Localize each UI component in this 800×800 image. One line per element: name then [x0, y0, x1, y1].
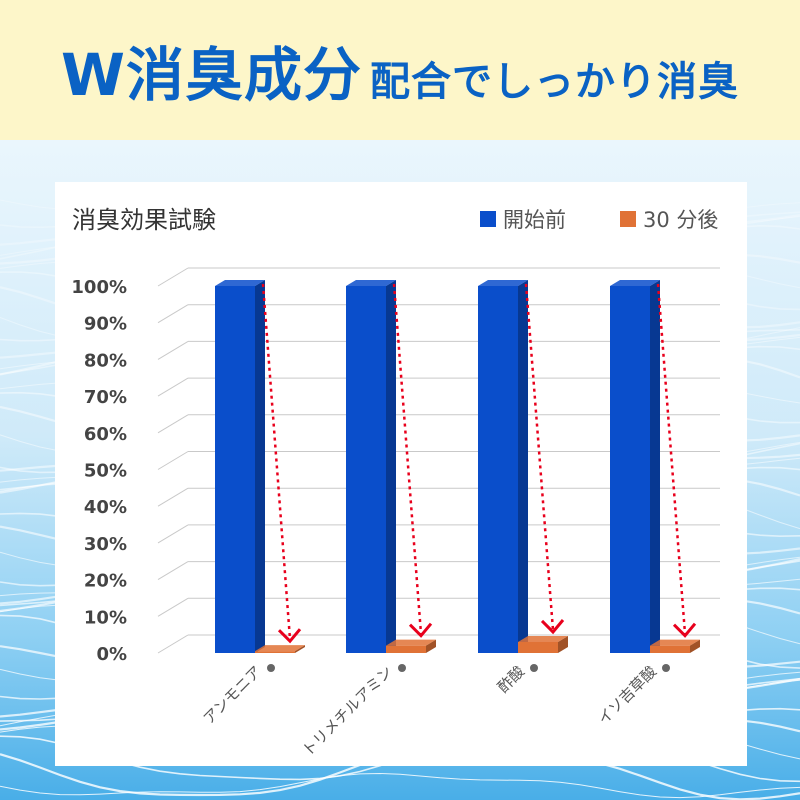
- bar-front: [386, 645, 426, 653]
- decrease-arrow-line: [524, 283, 555, 631]
- bar-front: [478, 286, 518, 653]
- y-tick-label: 100%: [71, 277, 127, 298]
- y-tick-label: 0%: [96, 644, 127, 665]
- bar-after: [518, 635, 568, 653]
- x-category-dot: [662, 664, 670, 672]
- header-banner: W消臭成分 配合でしっかり消臭: [0, 0, 800, 140]
- bar-side: [295, 645, 305, 653]
- x-category-label: イソ吉草酸: [594, 662, 660, 728]
- y-tick-label: 20%: [84, 571, 127, 592]
- headline-sub: 配合でしっかり消臭: [369, 59, 739, 105]
- y-tick-label: 40%: [84, 497, 127, 518]
- bar-side: [518, 280, 528, 653]
- decrease-arrow-head: [672, 622, 697, 638]
- x-category-dot: [530, 664, 538, 672]
- x-category-dot: [267, 664, 275, 672]
- bar-before: [215, 280, 265, 653]
- gridline-depth: [157, 634, 189, 654]
- y-tick-label: 80%: [84, 350, 127, 371]
- gridline-depth: [157, 377, 189, 397]
- bar-front: [610, 286, 650, 653]
- headline-main: W消臭成分: [61, 41, 362, 109]
- decrease-arrow-line: [656, 283, 687, 634]
- bar-before: [346, 280, 396, 653]
- gridline-depth: [157, 524, 189, 544]
- bar-side: [650, 280, 660, 653]
- wave-line: [0, 772, 800, 799]
- bar-top: [478, 280, 528, 286]
- legend-swatch: [480, 211, 496, 227]
- bar-top: [215, 280, 265, 286]
- y-tick-label: 90%: [84, 314, 127, 335]
- bar-side: [690, 639, 700, 653]
- bar-top: [255, 645, 305, 652]
- bar-after: [650, 639, 700, 653]
- bar-side: [386, 280, 396, 653]
- x-category-label: 酢酸: [494, 662, 528, 696]
- chart-title: 消臭効果試験: [72, 206, 216, 234]
- bar-before: [610, 280, 660, 653]
- gridline-depth: [157, 451, 189, 470]
- bar-front: [255, 651, 295, 653]
- y-tick-label: 70%: [84, 387, 127, 408]
- legend-label: 開始前: [503, 208, 566, 232]
- bar-top: [610, 280, 660, 286]
- bar-top: [518, 635, 568, 642]
- y-tick-label: 30%: [84, 534, 127, 555]
- bar-side: [558, 635, 568, 653]
- gridline-depth: [157, 597, 189, 617]
- decrease-arrow-line: [261, 283, 292, 640]
- bar-front: [650, 645, 690, 653]
- headline: W消臭成分 配合でしっかり消臭: [61, 28, 739, 112]
- y-tick-label: 10%: [84, 607, 127, 628]
- gridline-depth: [157, 487, 189, 507]
- deodorizing-chart: 消臭効果試験 開始前 30 分後 0% 10% 20% 30% 40% 50% 60% 70% 80%…: [71, 206, 720, 760]
- gridline-depth: [157, 561, 189, 581]
- gridline-depth: [157, 340, 189, 360]
- decrease-arrow-head: [540, 619, 565, 635]
- x-category-label: アンモニア: [200, 662, 265, 727]
- gridline-depth: [157, 304, 189, 324]
- bar-before: [478, 280, 528, 653]
- bar-side: [426, 639, 436, 653]
- decrease-arrow-head: [277, 628, 302, 644]
- bar-side: [255, 280, 265, 653]
- bar-top: [386, 639, 436, 646]
- bar-front: [346, 286, 386, 653]
- x-category-dot: [398, 664, 406, 672]
- gridline-depth: [157, 414, 189, 434]
- x-category-label: トリメチルアミン: [299, 662, 396, 759]
- legend-swatch: [620, 211, 636, 227]
- gridline-depth: [157, 267, 189, 287]
- bar-front: [215, 286, 255, 653]
- decrease-arrow-line: [392, 283, 423, 634]
- legend-label: 30 分後: [643, 208, 718, 232]
- bar-after: [255, 645, 305, 653]
- decrease-arrow-head: [408, 622, 433, 638]
- y-tick-label: 50%: [84, 461, 127, 482]
- bar-after: [386, 639, 436, 653]
- bar-front: [518, 641, 558, 653]
- y-tick-label: 60%: [84, 424, 127, 445]
- chart-card: 消臭効果試験 開始前 30 分後 0% 10% 20% 30% 40% 50% 60% 70% 80%…: [55, 182, 747, 766]
- bar-top: [346, 280, 396, 286]
- bar-top: [650, 639, 700, 646]
